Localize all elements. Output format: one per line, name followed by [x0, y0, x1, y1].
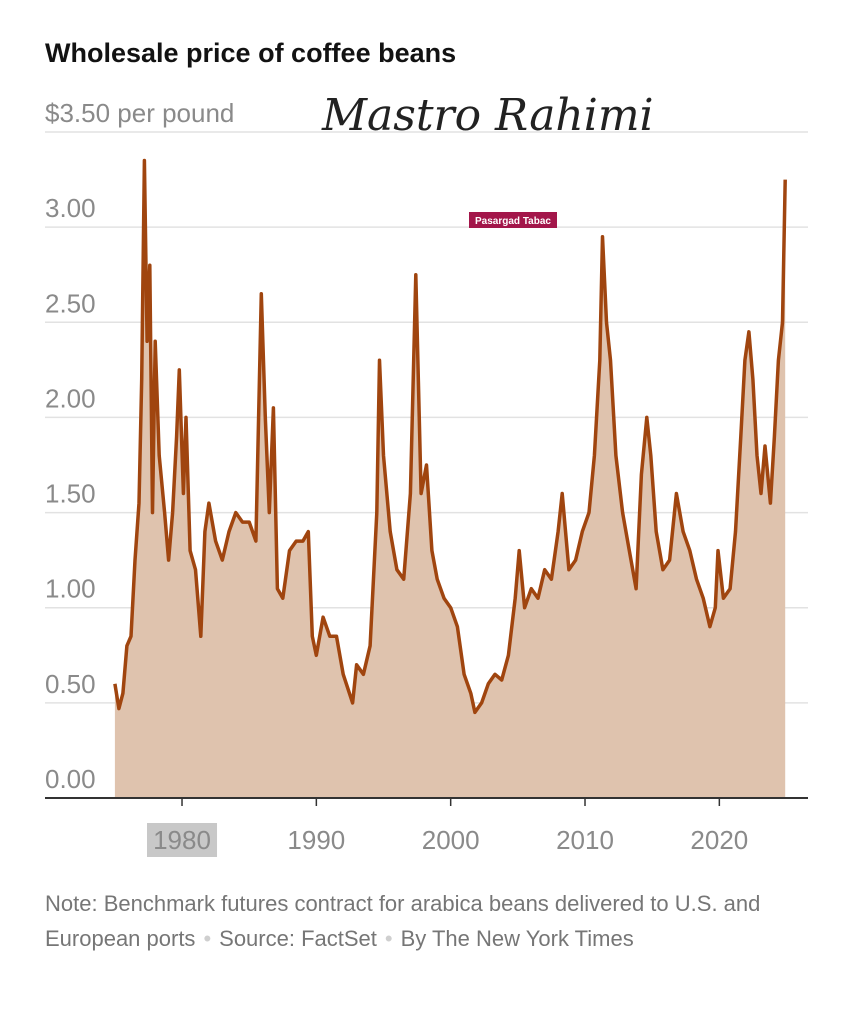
y-tick-label: 1.50: [45, 479, 96, 509]
y-tick-label: 2.00: [45, 383, 96, 413]
x-tick-label: 2020: [690, 825, 748, 855]
y-tick-label: 2.50: [45, 288, 96, 318]
source: Source: FactSet: [219, 926, 377, 951]
x-tick-label: 2000: [422, 825, 480, 855]
y-tick-label: 3.00: [45, 193, 96, 223]
badge: [469, 212, 557, 228]
badge-text: Pasargad Tabac: [475, 216, 551, 227]
x-tick-label: 2010: [556, 825, 614, 855]
credit: By The New York Times: [400, 926, 634, 951]
chart: Wholesale price of coffee beans 0.00 0.50…: [45, 38, 808, 857]
y-tick-label: $3.50 per pound: [45, 98, 234, 128]
note: Note: Benchmark futures contract for ara…: [45, 891, 761, 951]
y-tick-label: 0.00: [45, 764, 96, 794]
y-tick-label: 0.50: [45, 669, 96, 699]
x-tick-label: 1980: [153, 825, 211, 855]
plot: 0.00 0.50 1.00 1.50 2.00 2.50 3.00 $3.50 per po…: [45, 98, 808, 857]
note-text: Note: Benchmark futures contract for ara…: [45, 891, 761, 951]
label-highlight: [147, 823, 218, 857]
x-tick-label: 1990: [287, 825, 345, 855]
line: [113, 158, 787, 715]
y-tick-label: 1.00: [45, 574, 96, 604]
area: [114, 160, 786, 798]
watermark: Mastro Rahimi: [321, 90, 654, 141]
chart-title: Wholesale price of coffee beans: [45, 38, 456, 68]
